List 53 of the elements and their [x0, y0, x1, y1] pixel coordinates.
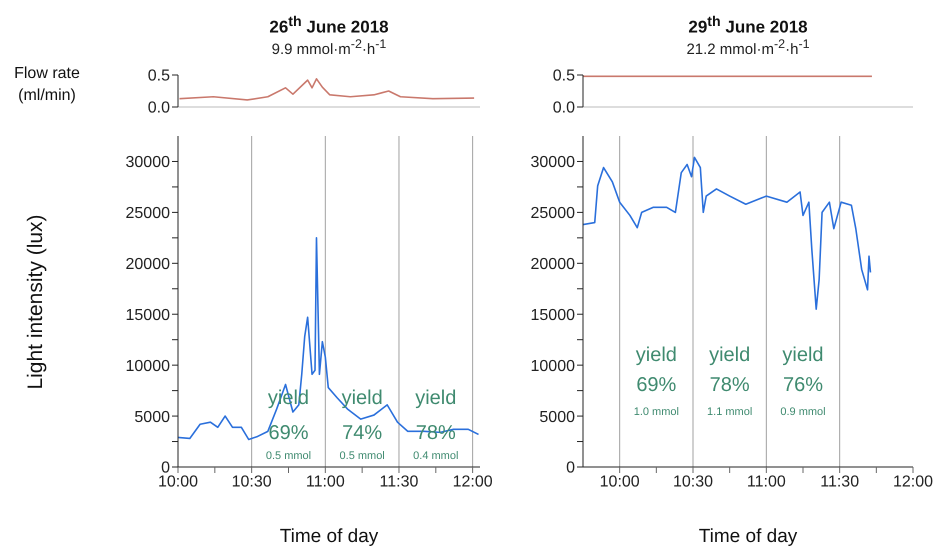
annotation: 69%	[635, 373, 678, 397]
y-tick-label: 25000	[530, 205, 576, 222]
x-tick-label: 12:00	[892, 473, 934, 490]
y-tick-label: 10000	[126, 358, 170, 375]
annotation: yield	[708, 343, 752, 367]
y-axis-title: Light intensity (lux)	[24, 212, 48, 392]
y-tick-label: 0.5	[552, 68, 576, 85]
chart-title: 29$^{th}$ June 2018	[687, 14, 809, 38]
annotation: yield	[634, 343, 678, 367]
annotation: 0.5 mmol	[264, 450, 312, 464]
annotation: yield	[781, 343, 825, 367]
y-tick-label: 30000	[530, 154, 576, 172]
y-axis-title: Flow rate (ml/min)	[13, 64, 81, 106]
annotation: 0.5 mmol	[338, 450, 386, 464]
y-tick-label: 20000	[530, 256, 576, 273]
annotation: 0.4 mmol	[412, 450, 460, 464]
x-tick-label: 11:30	[380, 473, 418, 490]
y-tick-label: 5000	[134, 408, 170, 426]
y-tick-label: 15000	[126, 306, 170, 324]
x-tick-label: 11:30	[820, 473, 860, 490]
annotation: yield	[414, 386, 458, 410]
annotation: 78%	[708, 373, 751, 397]
y-tick-label: 30000	[126, 154, 170, 172]
y-tick-label: 0.0	[552, 100, 576, 117]
annotation: 0.9 mmol	[779, 406, 827, 420]
chart-subtitle: 21.2 mmol·m$^{-2}$·h$^{-1}$	[685, 37, 811, 58]
x-tick-label: 10:30	[672, 473, 714, 490]
x-axis-title: Time of day	[278, 526, 380, 548]
chart-title: 26$^{th}$ June 2018	[268, 14, 390, 38]
line-series	[583, 156, 872, 310]
annotation: yield	[340, 386, 384, 410]
y-tick-label: 0	[566, 460, 576, 477]
chart-subtitle: 9.9 mmol·m$^{-2}$·h$^{-1}$	[270, 37, 388, 58]
y-tick-label: 10000	[530, 358, 576, 375]
y-tick-label: 15000	[530, 306, 576, 324]
line-series	[178, 78, 475, 101]
x-tick-label: 12:00	[452, 473, 493, 490]
y-tick-label: 0.5	[148, 68, 170, 85]
annotation: 76%	[782, 373, 824, 397]
annotation: 1.1 mmol	[706, 406, 754, 420]
annotation: 69%	[267, 421, 310, 445]
x-axis-title: Time of day	[698, 526, 798, 548]
x-tick-label: 10:30	[232, 473, 272, 490]
line-series	[178, 237, 480, 440]
x-tick-label: 10:00	[600, 473, 640, 490]
y-tick-label: 5000	[539, 408, 576, 426]
annotation: 74%	[341, 421, 384, 445]
y-tick-label: 25000	[126, 205, 170, 222]
y-tick-label: 20000	[126, 256, 170, 273]
annotation: 1.0 mmol	[632, 406, 680, 420]
y-tick-label: 0.0	[148, 100, 170, 117]
x-tick-label: 11:00	[746, 473, 786, 490]
x-tick-label: 11:00	[306, 473, 345, 490]
